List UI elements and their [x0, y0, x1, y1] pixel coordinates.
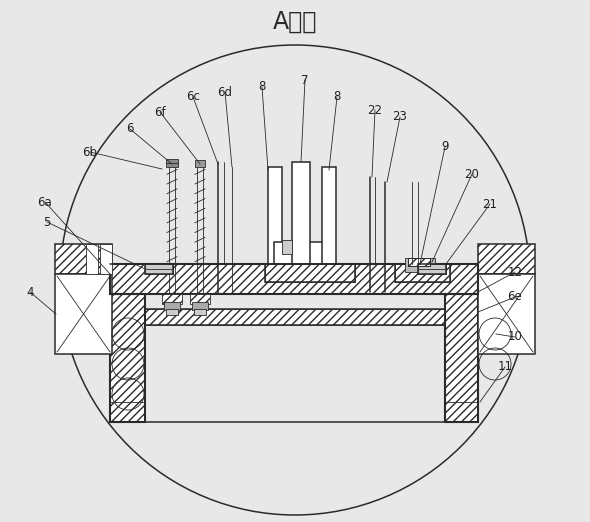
Text: 6: 6	[126, 123, 134, 136]
Text: 9: 9	[441, 140, 449, 153]
Bar	[322, 167, 336, 264]
Text: 5: 5	[43, 216, 51, 229]
Text: 6a: 6a	[38, 196, 53, 208]
Text: 20: 20	[464, 168, 480, 181]
Bar	[418, 264, 446, 274]
Bar	[110, 264, 478, 294]
Bar	[190, 294, 210, 304]
Bar	[55, 274, 112, 354]
Text: 6c: 6c	[186, 90, 200, 103]
Text: 22: 22	[368, 103, 382, 116]
Text: A放大: A放大	[273, 10, 317, 34]
Text: 21: 21	[483, 197, 497, 210]
Bar	[445, 294, 478, 422]
Bar	[145, 264, 173, 274]
Bar	[418, 264, 446, 274]
Bar	[110, 264, 478, 294]
Bar	[145, 309, 445, 325]
Bar	[274, 242, 334, 264]
Text: 10: 10	[507, 330, 522, 343]
Bar	[478, 244, 535, 274]
Text: 12: 12	[507, 266, 523, 279]
Bar	[292, 162, 310, 264]
Bar	[166, 159, 178, 167]
Text: 23: 23	[392, 111, 408, 124]
Bar	[408, 258, 430, 266]
Bar	[445, 294, 478, 422]
Bar	[268, 167, 282, 264]
Bar	[145, 309, 445, 325]
Text: 11: 11	[497, 361, 513, 374]
Bar	[408, 258, 430, 266]
Text: 7: 7	[301, 74, 309, 87]
Text: 6e: 6e	[507, 291, 522, 303]
Text: 6b: 6b	[83, 146, 97, 159]
Text: 6f: 6f	[154, 105, 166, 118]
Bar	[194, 309, 206, 315]
Bar	[110, 294, 145, 422]
Bar	[145, 264, 173, 274]
Bar	[405, 258, 435, 272]
Text: 8: 8	[333, 90, 340, 103]
Bar	[110, 294, 145, 422]
Text: 4: 4	[26, 286, 34, 299]
Bar	[395, 264, 450, 282]
Bar	[86, 244, 98, 274]
Bar	[55, 244, 112, 274]
Bar	[265, 264, 355, 282]
Bar	[395, 264, 450, 282]
Bar	[445, 402, 478, 422]
Bar	[478, 274, 535, 354]
Bar	[282, 240, 292, 254]
Bar	[110, 402, 145, 422]
Text: 8: 8	[258, 80, 266, 93]
Bar	[192, 302, 208, 310]
Bar	[166, 309, 178, 315]
Bar	[164, 302, 180, 310]
Bar	[162, 294, 182, 304]
Text: 6d: 6d	[218, 86, 232, 99]
Bar	[265, 264, 355, 282]
Bar	[100, 244, 112, 274]
Bar	[195, 160, 205, 167]
